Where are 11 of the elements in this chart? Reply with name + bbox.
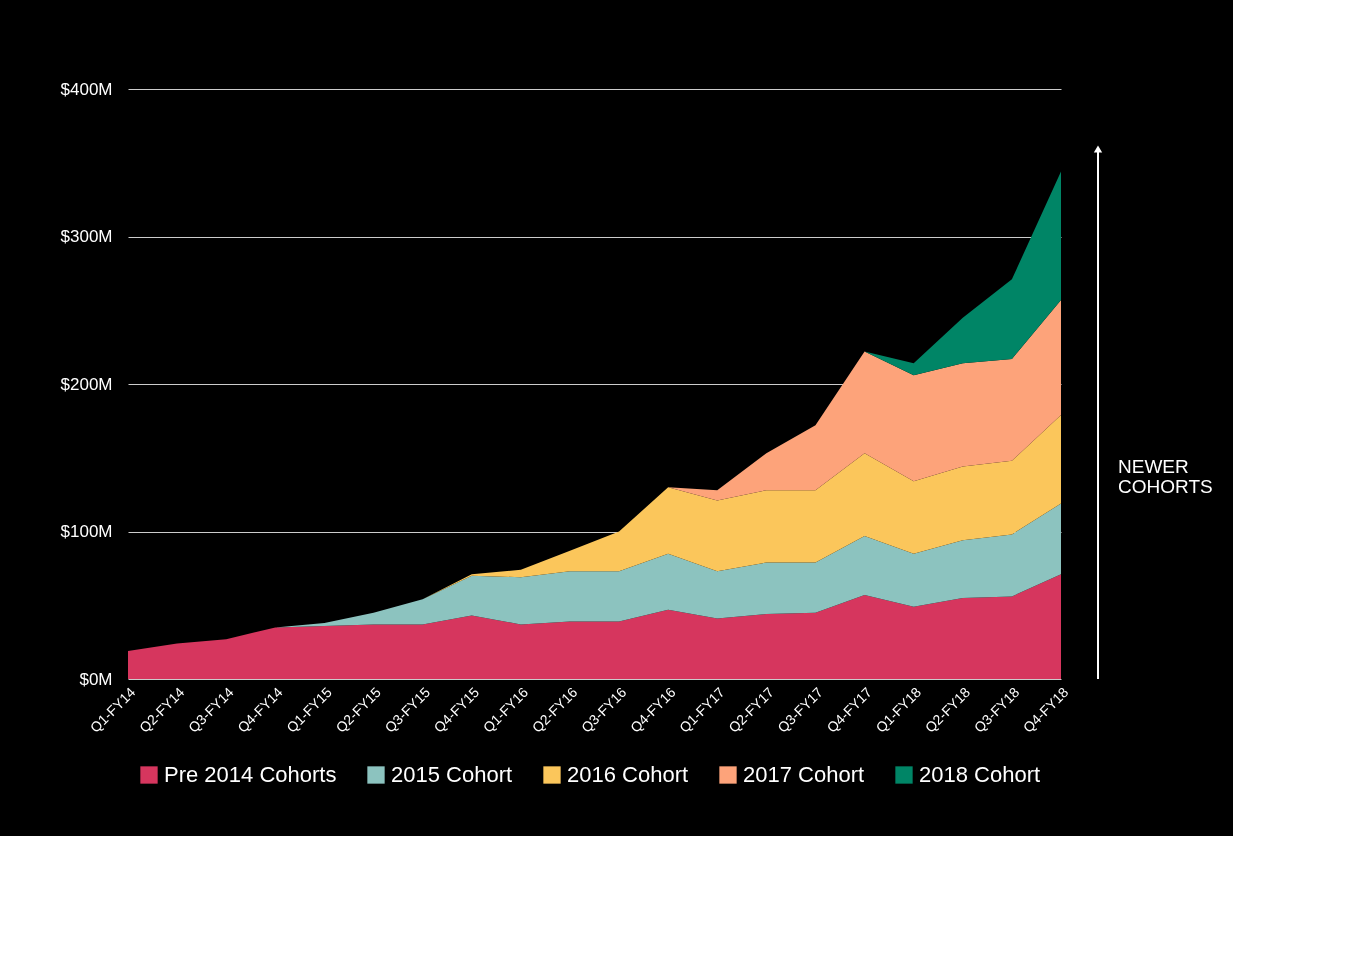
y-tick-label: $300M bbox=[60, 227, 113, 246]
y-tick-label: $0M bbox=[79, 669, 113, 689]
legend-label: 2018 Cohort bbox=[919, 762, 1041, 787]
legend-label: 2016 Cohort bbox=[567, 762, 689, 787]
y-tick-label: $400M bbox=[60, 79, 113, 99]
text: NEWER COHORTS bbox=[1118, 455, 1213, 497]
y-tick-label: $200M bbox=[60, 374, 113, 394]
legend-label: 2015 Cohort bbox=[391, 762, 513, 787]
legend-label: Pre 2014 Cohorts bbox=[164, 762, 337, 787]
y-tick-label: $100M bbox=[60, 522, 113, 541]
legend-label: 2017 Cohort bbox=[743, 762, 865, 787]
